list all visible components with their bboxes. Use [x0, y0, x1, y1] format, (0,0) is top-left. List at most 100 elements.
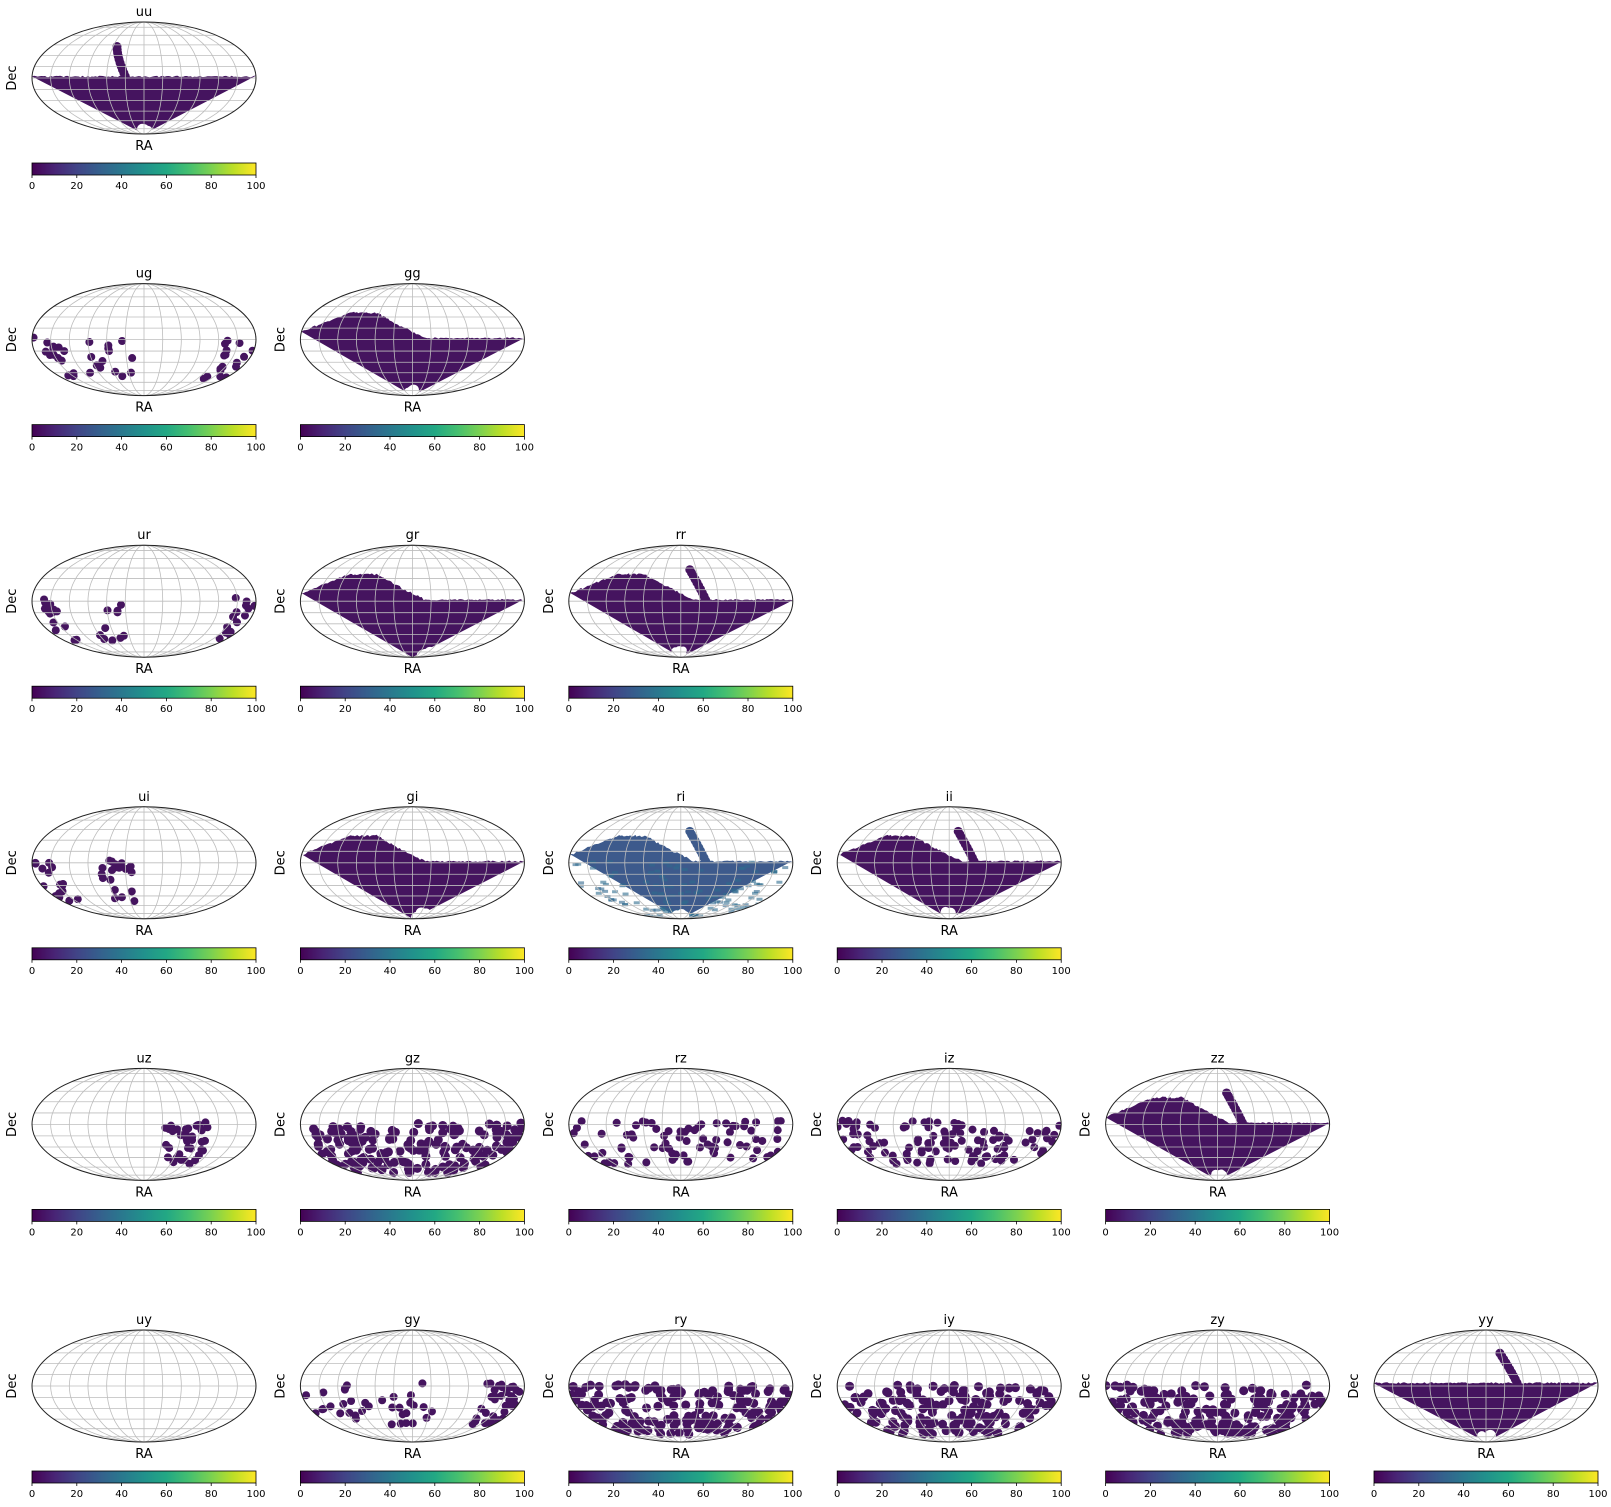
- coverage-pointing: [424, 1122, 434, 1132]
- coverage-texture: [687, 912, 694, 916]
- xlabel: RA: [672, 662, 690, 677]
- coverage-pointing: [612, 1118, 621, 1127]
- colorbar-tick-label: 20: [1144, 1227, 1157, 1238]
- coverage-texture: [649, 908, 656, 912]
- coverage-pointing: [722, 1119, 731, 1128]
- coverage-pointing: [118, 372, 127, 381]
- graticule: [300, 283, 525, 396]
- coverage-pointing: [869, 1142, 878, 1151]
- coverage-pointing: [398, 1157, 408, 1167]
- coverage-pointing: [489, 1412, 498, 1421]
- coverage-pointing: [314, 1141, 324, 1151]
- panel-title-ui: ui: [138, 790, 150, 805]
- coverage-pointing: [398, 1410, 407, 1419]
- colorbar-tick-label: 80: [742, 704, 755, 715]
- coverage-pointing: [44, 868, 53, 877]
- panel-title-ry: ry: [674, 1313, 687, 1328]
- coverage-pointing: [55, 889, 64, 898]
- colorbar-tick-label: 40: [652, 966, 665, 977]
- coverage-texture: [667, 885, 674, 889]
- coverage-pointing: [896, 1387, 906, 1397]
- colorbar-tick-label: 80: [205, 1489, 218, 1500]
- coverage-pointing: [1000, 1143, 1009, 1152]
- coverage-texture: [602, 882, 609, 886]
- coverage-texture: [647, 870, 654, 874]
- coverage-pointing: [905, 1401, 915, 1411]
- coverage-pointing: [480, 1419, 489, 1428]
- colorbar-tick-label: 0: [29, 966, 35, 977]
- coverage-pointing: [964, 1145, 973, 1154]
- coverage-pointing: [951, 1157, 960, 1166]
- coverage-pointing: [406, 1391, 415, 1400]
- colorbar-tick-label: 100: [783, 1489, 802, 1500]
- graticule: [1105, 1068, 1330, 1181]
- coverage-pointing: [1316, 1395, 1326, 1405]
- colorbar-tick-label: 20: [607, 1227, 620, 1238]
- coverage-pointing: [981, 1411, 991, 1421]
- colorbar-tick-label: 20: [339, 1227, 352, 1238]
- coverage-pointing: [40, 595, 49, 604]
- graticule: [300, 544, 525, 658]
- coverage-texture: [661, 884, 668, 888]
- coverage-pointing: [231, 593, 240, 602]
- coverage-pointing: [1000, 1419, 1010, 1429]
- coverage-pointing: [315, 1130, 325, 1140]
- panel-uy: uy Dec RA 0 20 40 60 80 100: [5, 1313, 266, 1500]
- colorbar-tick-label: 40: [115, 443, 128, 454]
- coverage-pointing: [1033, 1129, 1042, 1138]
- coverage-texture: [607, 874, 614, 878]
- coverage-pointing: [736, 1141, 745, 1150]
- coverage-pointing: [388, 1403, 397, 1412]
- map-frame: [31, 1067, 257, 1181]
- coverage-pointing: [438, 1120, 448, 1130]
- coverage-texture: [735, 878, 742, 882]
- map-frame: [836, 1329, 1062, 1443]
- coverage-pointing: [746, 1382, 756, 1392]
- coverage-pointing: [931, 1147, 940, 1156]
- coverage-pointing: [347, 1138, 357, 1148]
- xlabel: RA: [672, 1185, 690, 1200]
- coverage-texture: [610, 898, 617, 902]
- coverage-pointing: [950, 1141, 959, 1150]
- colorbar-tick-label: 20: [339, 704, 352, 715]
- coverage-texture: [696, 889, 703, 893]
- coverage-texture: [753, 889, 760, 893]
- coverage-spur: [1222, 1088, 1232, 1098]
- colorbar-tick-label: 0: [297, 443, 303, 454]
- coverage-pointing: [1182, 1399, 1192, 1409]
- colorbar-tick-label: 40: [384, 1489, 397, 1500]
- coverage-pointing: [215, 634, 224, 643]
- coverage-texture: [717, 900, 724, 904]
- coverage-pointing: [355, 1161, 365, 1171]
- coverage-pointing: [385, 1134, 395, 1144]
- coverage-texture: [705, 897, 712, 901]
- colorbar-tick-label: 60: [160, 966, 173, 977]
- coverage-pointing: [191, 1156, 200, 1165]
- coverage-pointing: [598, 1148, 607, 1157]
- coverage-pointing: [957, 1136, 966, 1145]
- coverage-pointing: [378, 1396, 387, 1405]
- coverage-pointing: [955, 1392, 965, 1402]
- map-frame: [299, 283, 525, 397]
- panel-ug: ug Dec RA 0 20 40 60 80 100: [5, 267, 266, 454]
- coverage-pointing: [458, 1139, 468, 1149]
- coverage-pointing: [684, 1157, 693, 1166]
- coverage-texture: [743, 864, 750, 868]
- colorbar-tick-label: 100: [1052, 1489, 1071, 1500]
- colorbar-tick-label: 40: [384, 443, 397, 454]
- colorbar-tick-label: 80: [473, 704, 486, 715]
- coverage-pointing: [1165, 1417, 1175, 1427]
- coverage-texture: [745, 905, 752, 909]
- coverage-pointing: [510, 1125, 520, 1135]
- coverage-pointing: [1043, 1134, 1052, 1143]
- colorbar-tick-label: 60: [428, 704, 441, 715]
- coverage-band: [301, 573, 525, 658]
- colorbar-tick-label: 80: [205, 704, 218, 715]
- panel-title-iz: iz: [944, 1051, 955, 1066]
- coverage-pointing: [568, 1381, 578, 1391]
- coverage-pointing: [173, 1125, 182, 1134]
- coverage-pointing: [412, 1163, 422, 1173]
- xlabel: RA: [672, 1447, 690, 1462]
- coverage-pointing: [668, 1149, 677, 1158]
- coverage-texture: [719, 895, 726, 899]
